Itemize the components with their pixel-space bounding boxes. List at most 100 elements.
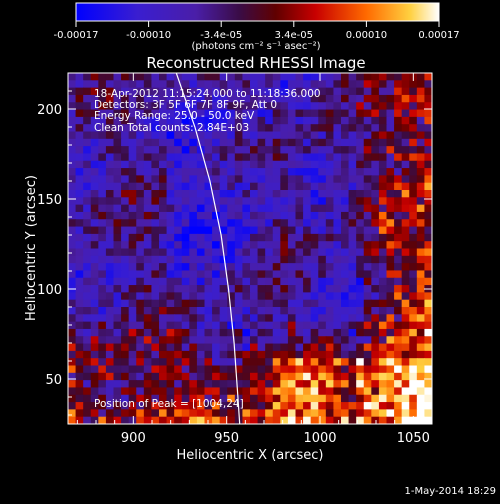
heatmap-cell: [386, 321, 395, 330]
heatmap-cell: [68, 380, 77, 389]
heatmap-cell: [90, 328, 99, 337]
heatmap-cell: [424, 241, 432, 250]
heatmap-cell: [280, 146, 289, 155]
heatmap-cell: [424, 124, 432, 133]
heatmap-cell: [174, 153, 183, 162]
heatmap-cell: [424, 168, 432, 176]
heatmap-cell: [409, 175, 418, 184]
heatmap-cell: [424, 372, 432, 381]
heatmap-cell: [250, 233, 259, 242]
heatmap-cell: [257, 73, 266, 81]
heatmap-cell: [83, 109, 92, 118]
heatmap-cell: [272, 365, 281, 374]
heatmap-cell: [416, 343, 426, 352]
heatmap-cell: [416, 87, 426, 96]
heatmap-cell: [196, 175, 206, 184]
heatmap-cell: [128, 270, 137, 279]
heatmap-cell: [416, 226, 426, 235]
heatmap-cell: [265, 182, 274, 191]
heatmap-cell: [105, 94, 115, 103]
heatmap-cell: [250, 263, 259, 272]
heatmap-cell: [196, 241, 206, 250]
heatmap-cell: [272, 277, 281, 286]
y-tick-label: 100: [37, 283, 62, 298]
heatmap-cell: [75, 175, 84, 184]
heatmap-cell: [189, 285, 198, 293]
heatmap-cell: [105, 299, 115, 308]
heatmap-cell: [310, 233, 319, 242]
heatmap-cell: [113, 255, 122, 264]
heatmap-cell: [242, 146, 251, 155]
heatmap-cell: [272, 73, 281, 81]
heatmap-cell: [272, 190, 281, 198]
heatmap-cell: [159, 102, 168, 111]
heatmap-cell: [310, 409, 319, 418]
heatmap-cell: [113, 263, 122, 272]
heatmap-cell: [219, 328, 228, 337]
heatmap-cell: [136, 131, 145, 140]
heatmap-cell: [121, 358, 130, 367]
heatmap-cell: [333, 285, 342, 293]
heatmap-cell: [363, 350, 372, 359]
heatmap-cell: [136, 116, 145, 125]
heatmap-cell: [68, 365, 77, 374]
heatmap-cell: [333, 350, 342, 359]
heatmap-cell: [265, 328, 274, 337]
heatmap-cell: [136, 204, 145, 213]
heatmap-cell: [234, 219, 244, 228]
heatmap-cell: [280, 226, 289, 235]
heatmap-cell: [303, 138, 312, 147]
heatmap-cell: [227, 402, 236, 410]
heatmap-cell: [310, 131, 319, 140]
heatmap-cell: [136, 350, 145, 359]
heatmap-cell: [280, 358, 289, 367]
heatmap-cell: [174, 131, 183, 140]
heatmap-cell: [409, 321, 418, 330]
heatmap-cell: [174, 336, 183, 345]
heatmap-cell: [265, 168, 274, 176]
heatmap-cell: [394, 387, 403, 396]
heatmap-cell: [68, 409, 77, 418]
heatmap-cell: [250, 219, 259, 228]
heatmap-cell: [265, 175, 274, 184]
heatmap-cell: [303, 416, 312, 424]
heatmap-cell: [166, 219, 175, 228]
heatmap-cell: [75, 372, 84, 381]
heatmap-cell: [128, 387, 137, 396]
heatmap-cell: [348, 380, 357, 389]
solar-limb-curve: [175, 73, 241, 424]
heatmap-cell: [341, 87, 350, 96]
heatmap-cell: [386, 314, 395, 323]
heatmap-cell: [325, 116, 335, 125]
heatmap-cell: [174, 328, 183, 337]
heatmap-cell: [341, 219, 350, 228]
heatmap-cell: [136, 109, 145, 118]
heatmap-cell: [98, 197, 107, 206]
heatmap-cell: [227, 343, 236, 352]
heatmap-cell: [143, 394, 153, 403]
heatmap-cell: [280, 314, 289, 323]
heatmap-cell: [204, 94, 213, 103]
heatmap-cell: [295, 263, 304, 272]
heatmap-cell: [325, 292, 335, 301]
heatmap-cell: [401, 292, 410, 301]
heatmap-cell: [250, 197, 259, 206]
heatmap-cell: [356, 211, 365, 220]
heatmap-cell: [234, 131, 244, 140]
heatmap-cell: [105, 87, 115, 96]
heatmap-cell: [257, 248, 266, 257]
heatmap-cell: [356, 168, 365, 176]
heatmap-cell: [151, 146, 160, 155]
heatmap-cell: [424, 73, 432, 81]
heatmap-cell: [121, 350, 130, 359]
heatmap-cell: [341, 328, 350, 337]
heatmap-cell: [401, 109, 410, 118]
heatmap-cell: [75, 409, 84, 418]
heatmap-cell: [265, 402, 274, 410]
heatmap-cell: [416, 248, 426, 257]
heatmap-cell: [227, 87, 236, 96]
heatmap-cell: [394, 109, 403, 118]
heatmap-cell: [409, 241, 418, 250]
heatmap-cell: [265, 160, 274, 169]
heatmap-cell: [219, 160, 228, 169]
